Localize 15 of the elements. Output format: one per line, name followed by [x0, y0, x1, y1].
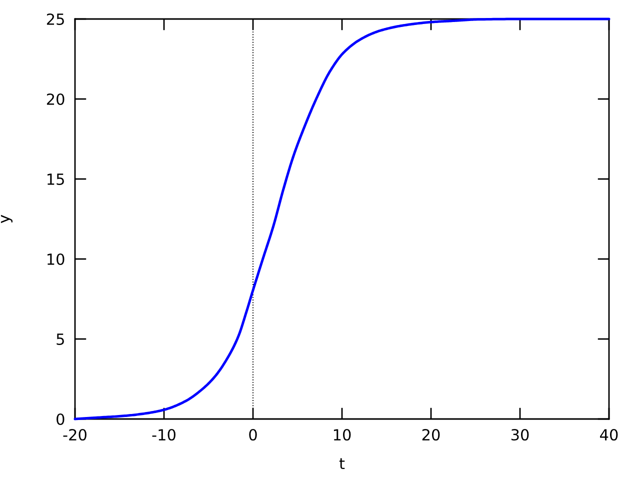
y-tick-label: 25 [46, 13, 64, 26]
x-axis-title: t [339, 458, 345, 470]
y-axis-title: y [0, 214, 13, 224]
x-tick-label: -20 [63, 428, 86, 441]
x-tick-label: 0 [249, 428, 257, 441]
x-tick-label: 30 [511, 428, 529, 441]
y-tick-label: 10 [48, 253, 64, 266]
x-tick-label: -10 [152, 428, 176, 441]
y-tick-label: 20 [46, 93, 64, 106]
x-tick-label: 40 [600, 428, 618, 441]
y-tick-label: 0 [56, 413, 64, 426]
y-tick-label: 5 [56, 334, 64, 346]
x-tick-label: 20 [422, 428, 440, 441]
x-tick-label: 10 [334, 428, 351, 441]
y-tick-label: 15 [48, 174, 64, 186]
